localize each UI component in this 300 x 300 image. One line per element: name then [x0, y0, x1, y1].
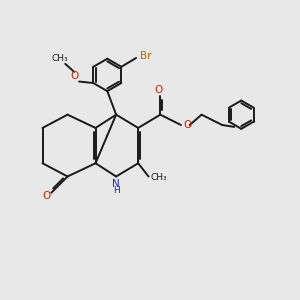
Text: H: H — [113, 186, 119, 195]
Text: O: O — [42, 191, 50, 201]
Text: N: N — [112, 179, 120, 189]
Text: O: O — [155, 85, 163, 95]
Text: CH₃: CH₃ — [151, 173, 167, 182]
Text: CH₃: CH₃ — [52, 54, 69, 63]
Text: Br: Br — [140, 51, 151, 61]
Text: O: O — [70, 71, 78, 81]
Text: O: O — [183, 120, 191, 130]
